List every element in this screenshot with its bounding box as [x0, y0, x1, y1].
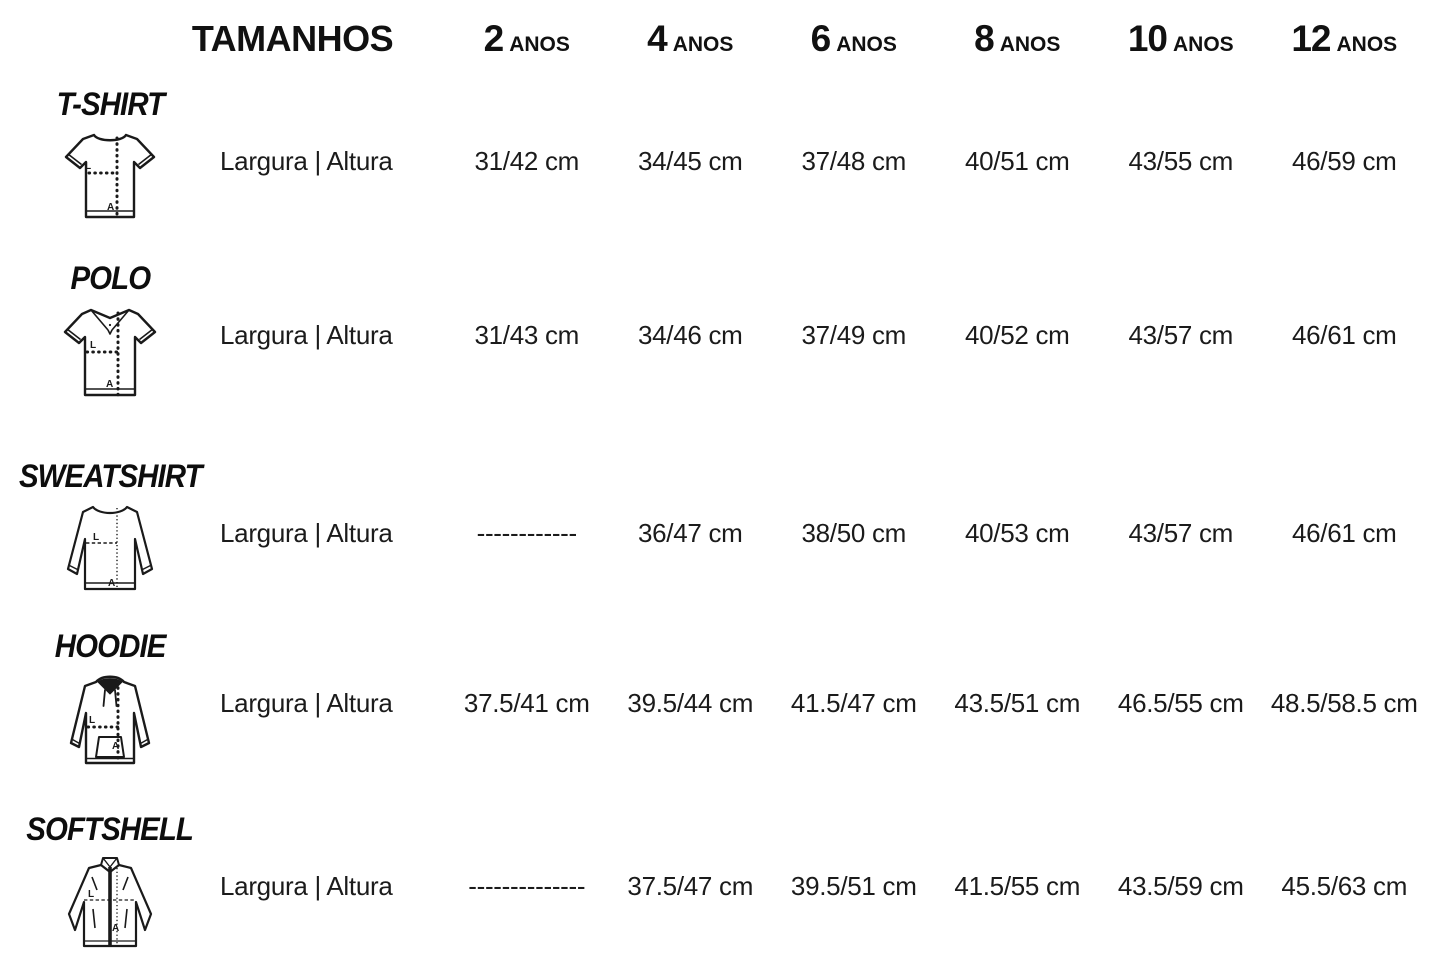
size-value: 43.5/51 cm [954, 688, 1081, 718]
table-row-hoodie: HOODIE L A Largura | Altura 37.5/41 cm [0, 628, 1445, 769]
measure-label: Largura | Altura [220, 320, 393, 350]
hoodie-icon: L A [69, 675, 151, 765]
measure-label: Largura | Altura [220, 871, 393, 901]
size-value: 48.5/58.5 cm [1270, 688, 1418, 718]
largura-letter: L [89, 715, 95, 726]
item-cell: SOFTSHELL L A [0, 811, 220, 952]
size-value: ------------ [476, 518, 578, 548]
item-label: T-SHIRT [56, 86, 164, 122]
size-value: 40/53 cm [964, 518, 1070, 548]
size-value: 37.5/47 cm [627, 871, 754, 901]
size-value: 43/57 cm [1128, 320, 1234, 350]
size-value: 34/46 cm [637, 320, 743, 350]
size-value: 40/51 cm [964, 146, 1070, 176]
item-label: SOFTSHELL [26, 811, 195, 847]
table-title: TAMANHOS [191, 18, 394, 59]
size-number: 10 [1127, 18, 1168, 59]
size-value: 37/49 cm [801, 320, 907, 350]
size-number: 6 [810, 18, 832, 59]
item-cell: T-SHIRT L A [0, 86, 220, 223]
header-row: TAMANHOS 2 ANOS 4 ANOS 6 ANOS 8 ANOS 10 … [0, 18, 1445, 60]
altura-letter: A [112, 741, 119, 752]
column-header-12-anos: 12 ANOS [1263, 18, 1427, 60]
altura-letter: A [112, 923, 119, 934]
size-value: 46/61 cm [1291, 320, 1397, 350]
size-unit: ANOS [836, 33, 897, 56]
size-value: 38/50 cm [801, 518, 907, 548]
size-value: 37.5/41 cm [463, 688, 590, 718]
size-value: 46/61 cm [1291, 518, 1397, 548]
size-unit: ANOS [999, 33, 1061, 56]
size-value: 41.5/47 cm [790, 688, 917, 718]
size-unit: ANOS [1172, 33, 1234, 56]
size-unit: ANOS [672, 33, 734, 56]
column-header-2-anos: 2 ANOS [445, 18, 609, 60]
largura-letter: L [90, 340, 96, 351]
item-cell: SWEATSHIRT L A [0, 458, 220, 595]
size-value: 31/43 cm [474, 320, 580, 350]
sweatshirt-icon: L A [66, 505, 154, 590]
size-value: 40/52 cm [964, 320, 1070, 350]
item-label: SWEATSHIRT [18, 458, 203, 494]
altura-letter: A [106, 379, 113, 390]
size-value: 46/59 cm [1291, 146, 1397, 176]
altura-letter: A [108, 578, 115, 589]
table-row-polo: POLO L A Largura | Altura 31/43 cm 34/46… [0, 260, 1445, 401]
altura-letter: A [107, 202, 114, 213]
size-value: 36/47 cm [637, 518, 743, 548]
size-value: 43/55 cm [1128, 146, 1234, 176]
softshell-icon: L A [67, 856, 153, 947]
size-value: 46.5/55 cm [1117, 688, 1244, 718]
measure-label: Largura | Altura [220, 518, 393, 548]
largura-letter: L [93, 532, 99, 543]
table-row-sweatshirt: SWEATSHIRT L A Largura | Altura --------… [0, 458, 1445, 595]
item-cell: POLO L A [0, 260, 220, 401]
column-header-6-anos: 6 ANOS [772, 18, 936, 60]
column-header-4-anos: 4 ANOS [609, 18, 773, 60]
size-value: 43/57 cm [1128, 518, 1234, 548]
item-label: HOODIE [54, 628, 167, 664]
size-unit: ANOS [1336, 33, 1398, 56]
size-number: 2 [483, 18, 505, 59]
column-header-8-anos: 8 ANOS [936, 18, 1100, 60]
size-value: 37/48 cm [801, 146, 907, 176]
item-label: POLO [70, 260, 151, 296]
largura-letter: L [88, 889, 94, 900]
size-value: 34/45 cm [637, 146, 743, 176]
largura-letter: L [85, 161, 91, 172]
size-value: 31/42 cm [474, 146, 580, 176]
table-row-tshirt: T-SHIRT L A Largura | Altura 31/42 cm 34… [0, 86, 1445, 223]
table-row-softshell: SOFTSHELL L A Largura [0, 811, 1445, 952]
size-number: 4 [647, 18, 668, 59]
measure-label: Largura | Altura [220, 146, 393, 176]
size-number: 8 [974, 18, 995, 59]
item-cell: HOODIE L A [0, 628, 220, 769]
measure-label: Largura | Altura [220, 688, 393, 718]
size-value: 41.5/55 cm [954, 871, 1081, 901]
size-value: 45.5/63 cm [1281, 871, 1408, 901]
polo-icon: L A [63, 308, 157, 397]
size-value: 43.5/59 cm [1117, 871, 1244, 901]
size-value: 39.5/51 cm [790, 871, 917, 901]
size-value: -------------- [468, 871, 586, 901]
column-header-10-anos: 10 ANOS [1099, 18, 1263, 60]
tshirt-icon: L A [64, 133, 156, 219]
size-unit: ANOS [509, 33, 570, 56]
size-number: 12 [1291, 18, 1331, 59]
size-value: 39.5/44 cm [627, 688, 754, 718]
